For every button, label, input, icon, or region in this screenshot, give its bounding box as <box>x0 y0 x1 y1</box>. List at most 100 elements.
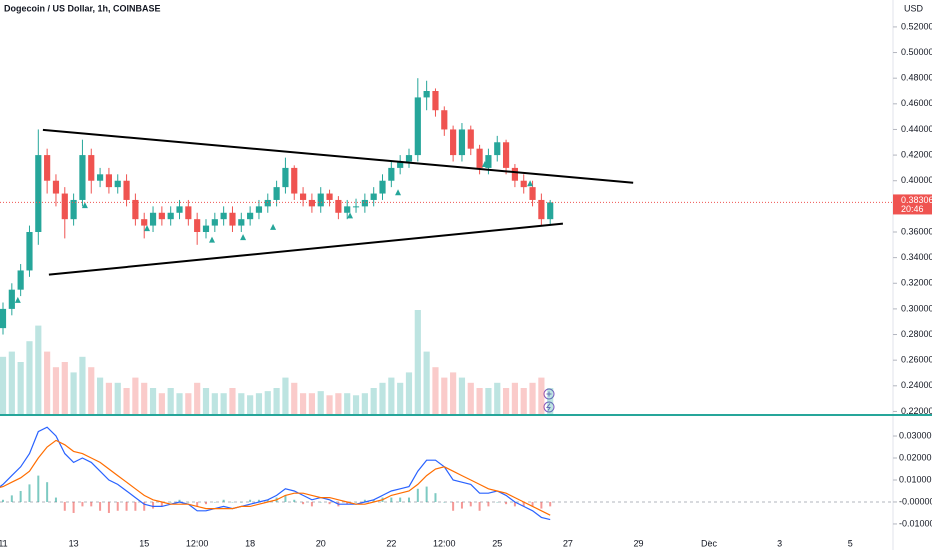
histogram-bar <box>522 501 525 507</box>
histogram-bar <box>302 501 305 505</box>
volume-bar <box>494 382 501 414</box>
volume-bar <box>70 372 77 414</box>
histogram-bar <box>178 499 181 502</box>
x-tick-label: 3 <box>777 538 782 548</box>
candle-body <box>194 219 201 232</box>
signal-marker <box>240 234 247 241</box>
countdown-label: 20:46 <box>901 204 924 214</box>
volume-bar <box>52 367 60 414</box>
candle-body <box>308 199 315 207</box>
candle-body <box>538 199 545 220</box>
histogram-bar <box>213 501 216 503</box>
volume-bar <box>79 356 86 414</box>
volume-bar <box>361 393 368 414</box>
candle-body <box>511 167 518 181</box>
candle-body <box>17 270 24 290</box>
histogram-bar <box>116 501 119 511</box>
histogram-bar <box>266 499 269 502</box>
alert-button[interactable] <box>543 401 555 413</box>
x-tick-label: 27 <box>563 538 573 548</box>
x-tick-label: 25 <box>492 538 502 548</box>
histogram-bar <box>363 499 366 502</box>
signal-marker <box>81 202 88 209</box>
histogram-bar <box>513 501 516 507</box>
histogram-bar <box>143 501 146 511</box>
signal-marker <box>14 296 21 303</box>
x-tick-label: 13 <box>69 538 79 548</box>
histogram-bar <box>134 501 137 511</box>
candle-body <box>379 180 386 194</box>
histogram-bar <box>125 501 128 511</box>
y-tick-label: 0.50000 <box>901 47 932 57</box>
candle-body <box>432 91 439 111</box>
candle-body <box>52 180 60 194</box>
histogram-bar <box>443 501 446 503</box>
candle-body <box>26 231 33 271</box>
candle-body <box>0 308 7 329</box>
histogram-bar <box>240 501 243 503</box>
y-tick-label: 0.01000 <box>899 474 932 484</box>
histogram-bar <box>346 501 349 505</box>
volume-bar <box>35 325 42 414</box>
histogram-bar <box>293 499 296 502</box>
volume-bar <box>511 382 518 414</box>
candle-body <box>273 187 280 200</box>
chart-title: Dogecoin / US Dollar, 1h, COINBASE <box>4 3 161 13</box>
trendline <box>48 222 564 276</box>
volume-bar <box>388 377 395 414</box>
candle-body <box>132 199 139 220</box>
y-tick-label: -0.01000 <box>899 518 932 528</box>
volume-bar <box>247 395 254 414</box>
candle-body <box>211 219 218 226</box>
histogram-bar <box>257 499 260 502</box>
histogram-bar <box>505 501 508 505</box>
volume-bar <box>105 382 113 414</box>
candle-body <box>502 142 510 168</box>
volume-bar <box>467 382 474 414</box>
volume-bar <box>211 393 218 414</box>
candle-body <box>361 199 368 207</box>
volume-bar <box>220 393 227 414</box>
candle-body <box>8 289 15 309</box>
signal-marker <box>208 236 215 243</box>
volume-bar <box>308 393 315 414</box>
histogram-bar <box>204 501 207 505</box>
volume-bar <box>185 393 192 414</box>
candle-body <box>326 193 333 200</box>
volume-bar <box>405 372 413 414</box>
last-price-box <box>893 194 932 215</box>
candle-body <box>485 155 492 168</box>
candle-body <box>176 206 183 213</box>
candle-body <box>255 206 263 213</box>
volume-bar <box>291 382 298 414</box>
candle-body <box>520 180 527 188</box>
candle-body <box>88 155 95 181</box>
y-tick-label: 0.36000 <box>901 226 932 236</box>
volume-bar <box>8 351 15 414</box>
candle-body <box>458 129 466 156</box>
candle-body <box>79 155 86 200</box>
histogram-bar <box>160 501 163 507</box>
histogram-bar <box>222 499 225 502</box>
volume-bar <box>476 388 483 414</box>
candle-body <box>414 97 421 156</box>
histogram-bar <box>81 501 84 507</box>
histogram-bar <box>549 501 552 507</box>
volume-bar <box>529 382 536 414</box>
histogram-bar <box>531 501 534 507</box>
y-tick-label: 0.34000 <box>901 252 932 262</box>
add-button[interactable] <box>543 388 555 400</box>
candle-body <box>229 212 236 226</box>
candle-body <box>352 206 360 208</box>
volume-bar <box>96 377 104 414</box>
volume-bar <box>229 388 236 414</box>
histogram-bar <box>284 495 287 502</box>
y-tick-label: -0.00000 <box>899 496 932 506</box>
candle-body <box>105 174 113 188</box>
histogram-bar <box>2 499 5 502</box>
histogram-bar <box>328 501 331 505</box>
volume-bar <box>299 393 307 414</box>
volume-bar <box>61 362 68 414</box>
candle-body <box>167 212 174 220</box>
